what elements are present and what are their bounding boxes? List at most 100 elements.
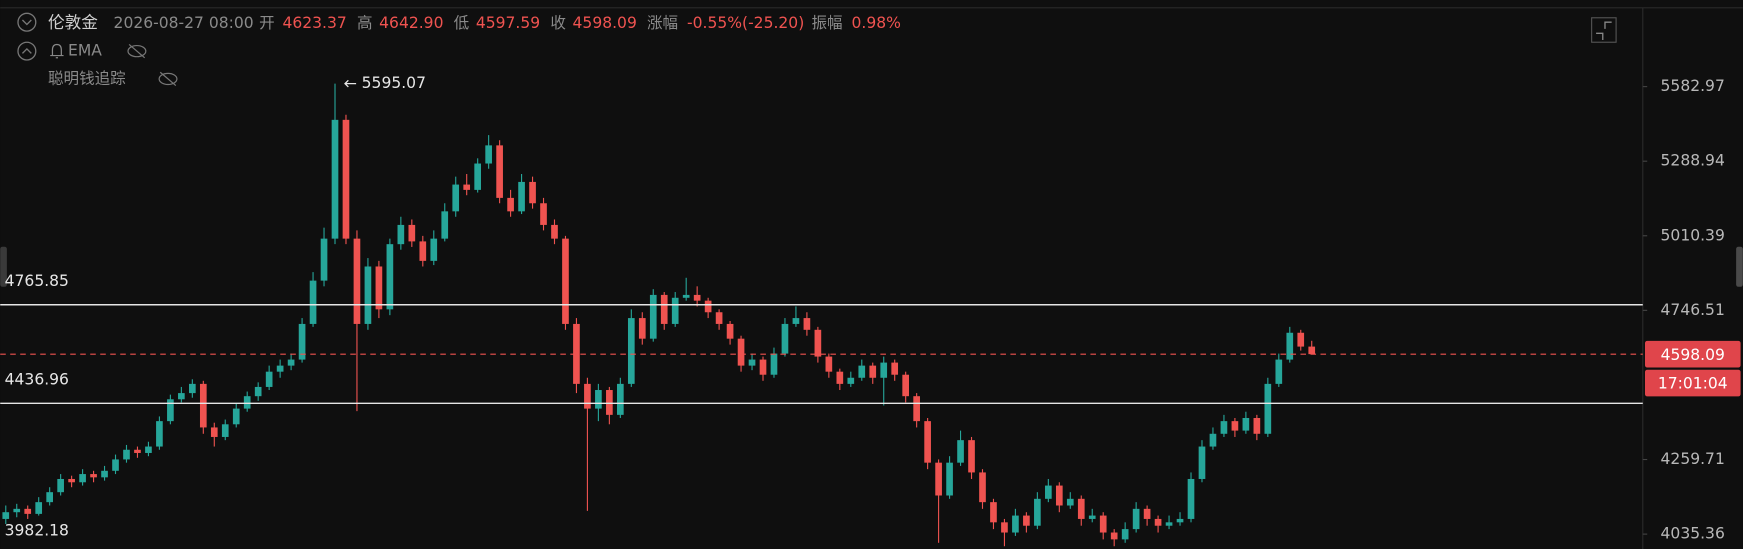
marker-arrow [344, 79, 357, 88]
candle-body [1253, 417, 1261, 434]
candle-body [748, 359, 756, 366]
candle-body [935, 462, 942, 496]
candle-body [1045, 485, 1052, 499]
candle-body [979, 472, 986, 503]
field-value: 4642.90 [379, 14, 443, 32]
candle-body [474, 163, 482, 190]
indicator[interactable]: EMA [68, 42, 102, 60]
candle-body [496, 145, 503, 198]
candle-body [24, 508, 32, 514]
candle-body [430, 238, 438, 261]
alert-icon[interactable] [50, 43, 64, 59]
candle-body [463, 184, 471, 190]
candle-body [715, 312, 723, 324]
candle-body [858, 365, 866, 378]
candle-body [825, 356, 833, 372]
indicator[interactable]: 聪明钱追踪 [48, 69, 126, 87]
candle-body [243, 396, 251, 409]
candle-body [90, 474, 97, 478]
candle-body [573, 323, 580, 384]
candle-body [946, 462, 953, 496]
candle-body [1055, 485, 1063, 506]
candle-body [1121, 529, 1129, 540]
candle-body [199, 383, 207, 428]
candle-body [1154, 518, 1162, 526]
candle-body [518, 181, 525, 212]
candle-body [309, 280, 317, 324]
field-value: 0.98% [851, 14, 900, 32]
collapse-icon[interactable] [17, 41, 37, 61]
candle-body [167, 399, 174, 422]
candle-body [189, 383, 196, 394]
candle-body [353, 238, 361, 324]
candle-body [298, 323, 306, 360]
field-label: 涨幅 [647, 14, 678, 32]
candle-body [880, 362, 888, 378]
candle-body [221, 424, 229, 437]
candle-body [397, 224, 405, 245]
field-label: 振幅 [811, 14, 842, 32]
candle-body [419, 241, 427, 261]
candle-body [924, 421, 931, 463]
candle-body [79, 474, 86, 483]
candle-body [320, 238, 328, 281]
fullscreen-icon[interactable] [1591, 17, 1617, 43]
candle-body [990, 502, 997, 523]
candle-body [386, 244, 394, 310]
symbol: 伦敦金 [48, 13, 98, 32]
candle-body [1187, 478, 1195, 519]
y-tick-label: 5010.39 [1661, 226, 1725, 244]
candle-body [540, 203, 547, 225]
field-label: 收 [550, 14, 566, 32]
candle-body [13, 508, 21, 513]
candle-body [595, 390, 602, 409]
candle-body [671, 297, 679, 324]
header: 伦敦金 2026-08-27 08:00 开 4623.37 高 4642.90… [17, 12, 901, 87]
candle-body [847, 377, 855, 384]
y-tick-label: 4259.71 [1661, 450, 1725, 468]
candle-body [2, 512, 10, 519]
hide-icon[interactable] [158, 71, 178, 87]
candle-body [803, 318, 811, 330]
candle-body [1132, 508, 1140, 530]
candle-body [617, 383, 624, 415]
candle-body [1286, 332, 1294, 360]
candle-body [562, 238, 569, 324]
candle-body [485, 145, 492, 164]
candle-body [1165, 522, 1173, 526]
candle-body [902, 374, 910, 397]
hide-icon[interactable] [127, 43, 147, 59]
low-label: 3982.18 [5, 522, 69, 540]
candle-body [1209, 433, 1217, 447]
y-tick-label: 5288.94 [1661, 152, 1725, 170]
candle-body [1220, 421, 1228, 434]
right-handle[interactable] [1736, 246, 1743, 287]
candle-body [1034, 498, 1041, 526]
candle-body [814, 329, 822, 357]
candle-body [891, 362, 899, 375]
left-handle[interactable] [0, 246, 7, 287]
candle-body [1143, 508, 1151, 519]
candle-body [584, 383, 591, 409]
candle-body [551, 224, 558, 239]
candle-body [46, 492, 54, 503]
candle-body [781, 323, 789, 354]
level-label: 4765.85 [5, 272, 69, 290]
price-tag [1644, 340, 1741, 368]
candle-body [57, 478, 64, 493]
field-value: 4597.59 [476, 14, 540, 32]
candle-body [649, 294, 657, 339]
candle-body [836, 371, 844, 384]
field-label: 开 [259, 14, 275, 32]
candle-body [254, 386, 262, 397]
candle-body [759, 359, 767, 375]
candle-body [1099, 515, 1107, 533]
candle-body [331, 119, 339, 239]
candle-body [375, 266, 383, 310]
candle-body [968, 440, 975, 473]
candle-body [1297, 332, 1305, 347]
candle-body [1264, 383, 1272, 434]
collapse-icon[interactable] [17, 12, 37, 32]
